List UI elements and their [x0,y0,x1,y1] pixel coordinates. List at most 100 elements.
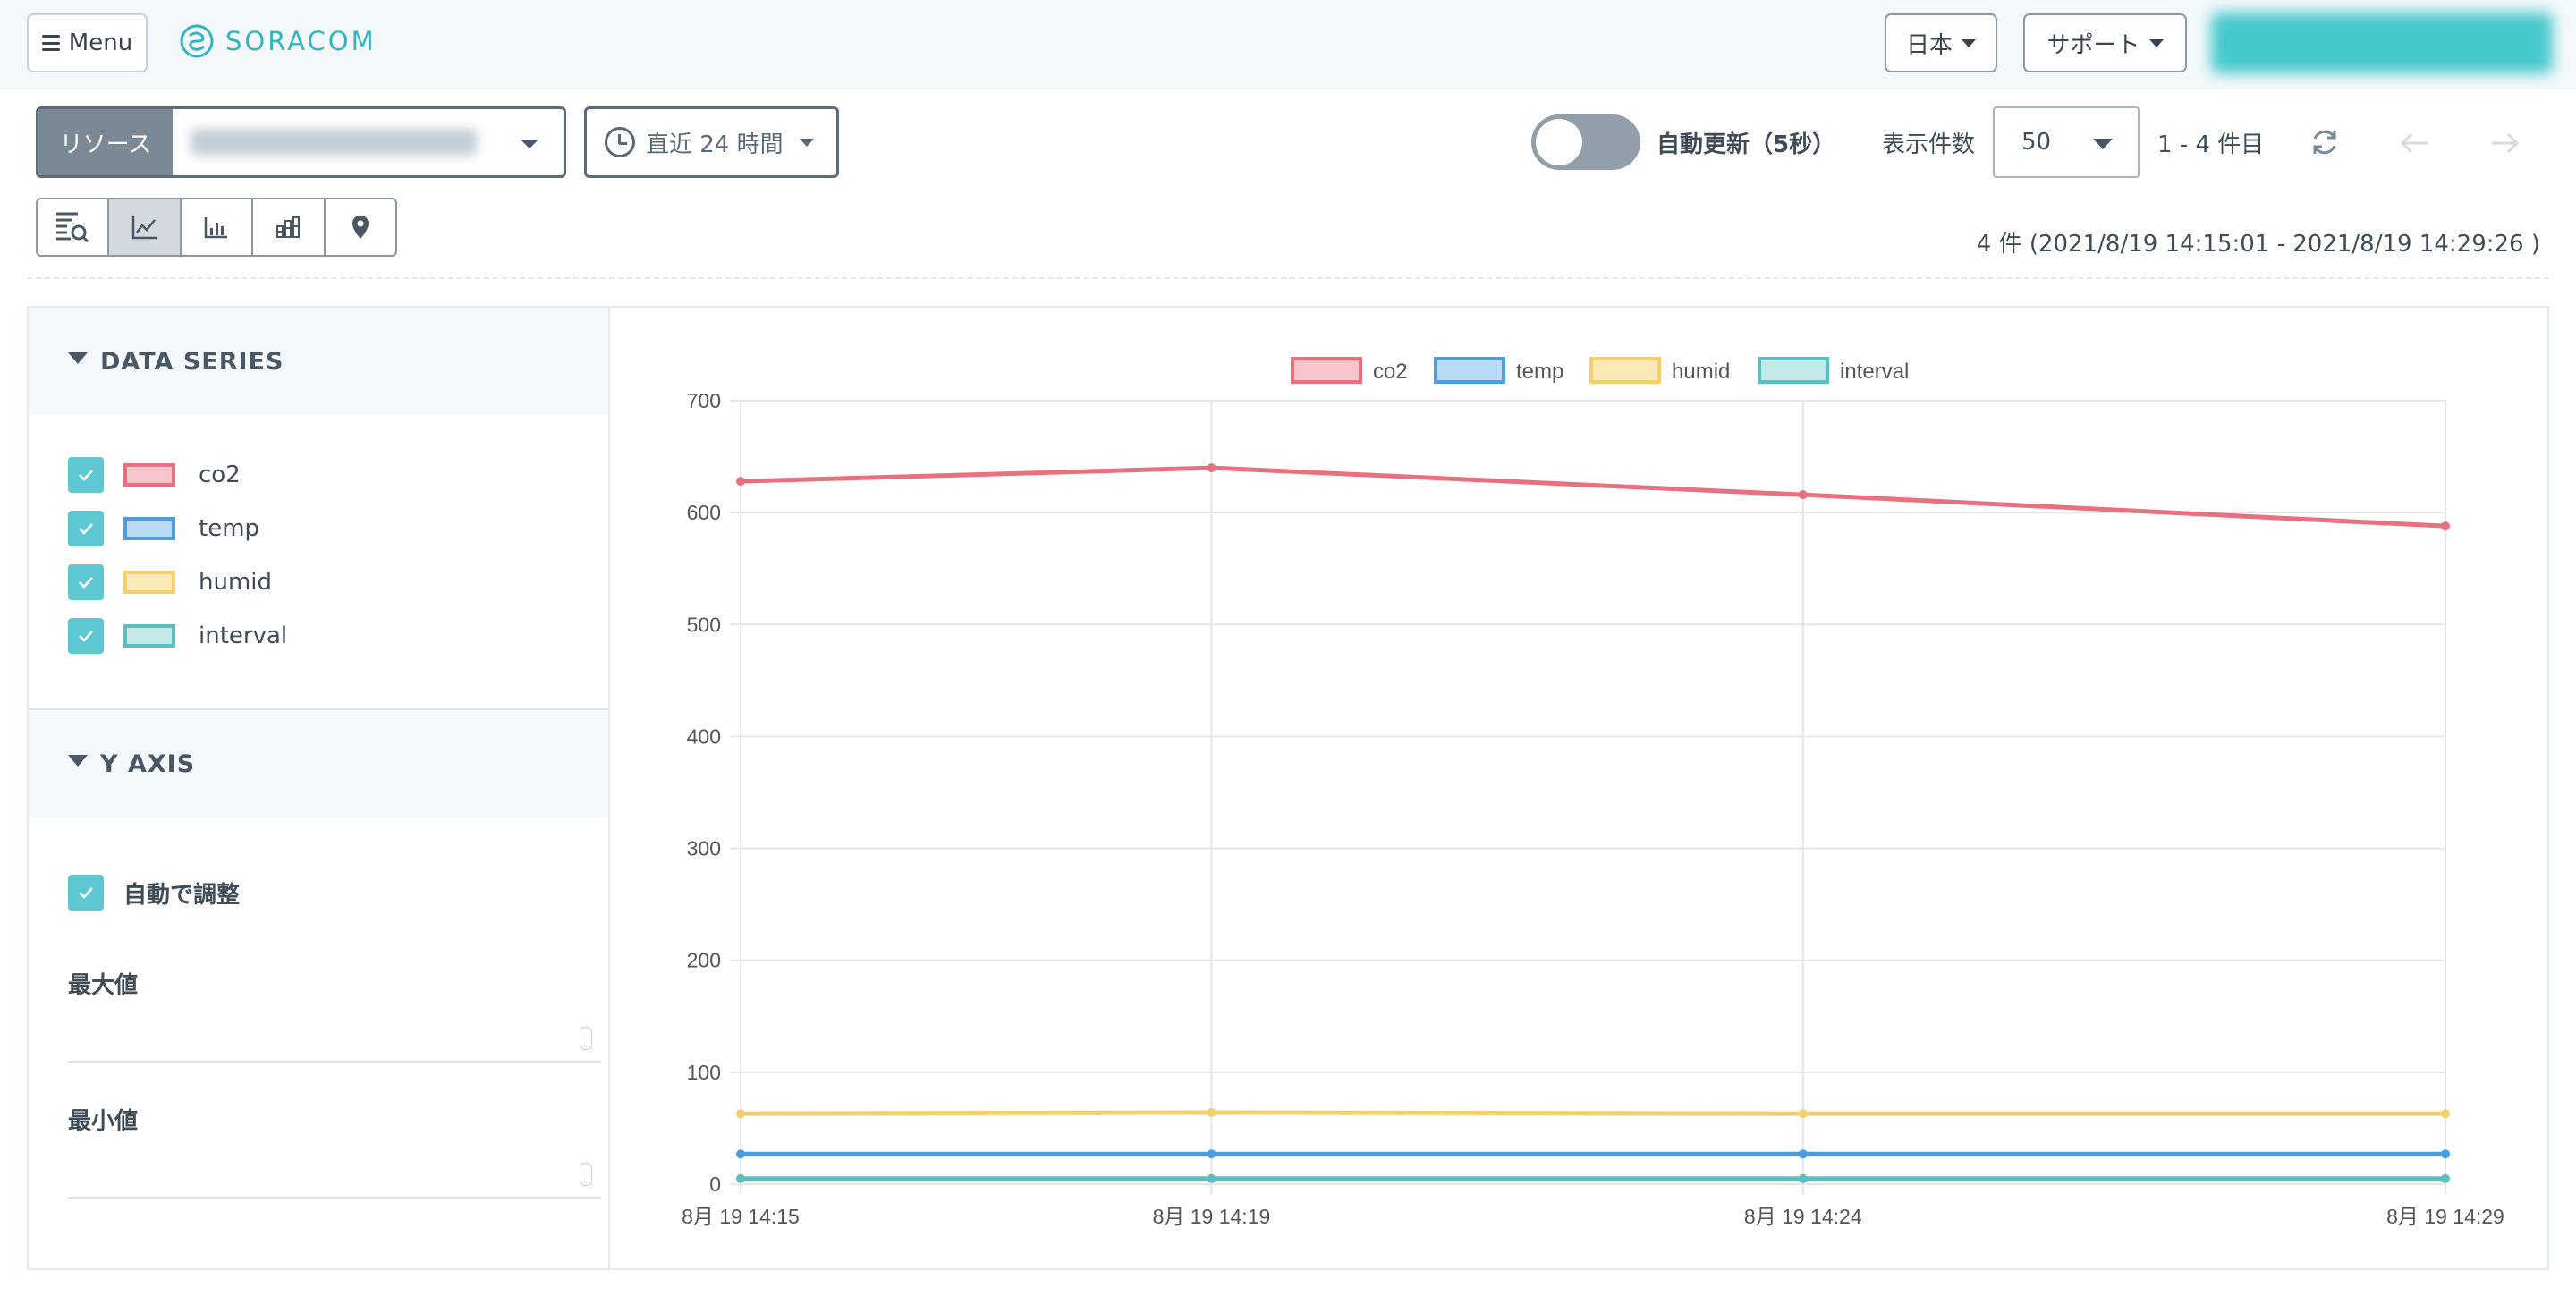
check-icon [79,577,93,589]
bar-chart-icon [204,217,228,239]
checkbox[interactable] [68,511,104,546]
chevron-down-icon [2093,139,2113,149]
spinner-icon[interactable] [580,1163,592,1186]
chevron-down-icon [1962,38,1976,47]
chevron-down-icon [2148,38,2164,47]
resource-name-redacted [191,129,477,156]
map-view-button[interactable] [326,199,395,255]
resource-selector[interactable]: リソース [36,106,566,178]
checkbox[interactable] [68,618,104,654]
arrow-right-icon[interactable] [2487,125,2522,161]
map-pin-icon [352,216,369,239]
bar-chart-view-button[interactable] [182,199,254,255]
series-label: co2 [199,462,241,488]
data-point-interval [2441,1173,2450,1183]
caret-down-icon [68,754,88,767]
data-point-humid [1798,1109,1808,1119]
auto-refresh-toggle[interactable] [1531,114,1640,170]
data-point-co2 [2441,521,2450,531]
arrow-left-icon[interactable] [2397,125,2433,161]
x-tick-label: 8月 19 14:24 [1744,1205,1862,1228]
data-point-co2 [1798,490,1808,500]
table-search-icon [56,212,89,243]
data-point-co2 [736,477,745,487]
data-point-humid [736,1109,745,1119]
support-dropdown[interactable]: サポート [2023,13,2187,72]
clock-icon [605,127,635,157]
caret-down-icon [68,352,88,364]
data-point-temp [2441,1149,2450,1159]
x-tick-label: 8月 19 14:15 [682,1205,800,1228]
time-range-dropdown[interactable]: 直近 24 時間 [584,106,839,178]
series-swatch [123,517,175,540]
line-chart-view-button[interactable] [109,199,182,255]
line-chart-icon [131,216,157,240]
y-tick-label: 300 [687,837,721,860]
menu-button[interactable]: Menu [27,13,148,72]
check-icon [79,887,93,899]
y-axis-header[interactable]: Y AXIS [29,710,608,817]
refresh-icon[interactable] [2308,125,2342,159]
page-size-label: 表示件数 [1882,131,1976,158]
legend-swatch-interval [1758,357,1829,384]
chart-area: 0 100 200 300 400 500 600 700 8月 19 14:15 8月 19 1… [610,308,2547,1268]
y-tick-label: 600 [687,501,721,524]
logo-text: SORACOM [225,26,377,56]
data-panel: DATA SERIES co2 temp humid interval Y AX… [27,306,2549,1270]
y-tick-label: 200 [687,949,721,972]
divider [27,277,2549,279]
data-point-interval [736,1173,745,1183]
x-tick-label: 8月 19 14:29 [2386,1205,2504,1228]
records-info: 4 件 (2021/8/19 14:15:01 - 2021/8/19 14:2… [1976,231,2540,258]
max-value-label: 最大値 [68,972,139,999]
check-icon [79,631,93,642]
top-header: Menu SORACOM 日本 サポート [0,0,2576,89]
check-icon [79,470,93,481]
y-tick-label: 100 [687,1061,721,1084]
user-account-menu[interactable] [2211,13,2553,73]
spinner-icon[interactable] [580,1027,592,1050]
stacked-bar-chart-icon [276,216,301,238]
x-tick-label: 8月 19 14:19 [1153,1205,1271,1228]
chevron-down-icon [799,138,814,147]
data-series-header[interactable]: DATA SERIES [29,308,608,415]
series-swatch [123,624,175,648]
section-divider [29,708,608,710]
checkbox[interactable] [68,564,104,600]
series-item-co2[interactable]: co2 [68,457,241,493]
data-point-humid [1207,1107,1216,1117]
min-value-input[interactable] [68,1152,601,1199]
page-range-label: 1 - 4 件目 [2157,131,2265,158]
auto-adjust-option[interactable]: 自動で調整 [68,875,240,911]
hamburger-icon [41,35,60,51]
y-tick-label: 400 [687,724,721,748]
legend-label-co2: co2 [1373,360,1408,384]
legend-label-temp: temp [1516,360,1563,384]
table-view-button[interactable] [38,199,110,255]
legend-swatch-humid [1589,357,1661,384]
series-label: interval [199,623,288,649]
series-line-humid [740,1110,2445,1116]
series-item-interval[interactable]: interval [68,618,287,654]
auto-adjust-label: 自動で調整 [123,881,241,909]
support-label: サポート [2046,31,2140,59]
legend-swatch-temp [1434,357,1505,384]
soracom-logo[interactable]: SORACOM [179,23,377,59]
language-dropdown[interactable]: 日本 [1885,13,1997,72]
y-tick-label: 700 [687,389,721,412]
max-value-input[interactable] [68,1016,601,1063]
y-tick-label: 0 [709,1173,721,1196]
y-tick-label: 500 [687,613,721,636]
line-chart: 0 100 200 300 400 500 600 700 8月 19 14:15 8月 19 1… [682,357,2504,1228]
checkbox[interactable] [68,457,104,493]
checkbox[interactable] [68,875,104,911]
stacked-bar-chart-view-button[interactable] [253,199,326,255]
auto-refresh-label: 自動更新（5秒） [1657,131,1836,158]
series-item-temp[interactable]: temp [68,511,259,546]
menu-label: Menu [68,30,133,56]
page-size-select[interactable]: 50 [1993,106,2140,178]
resource-value[interactable] [173,109,564,175]
language-label: 日本 [1905,31,1953,59]
series-item-humid[interactable]: humid [68,564,272,600]
view-mode-switcher [36,198,397,257]
